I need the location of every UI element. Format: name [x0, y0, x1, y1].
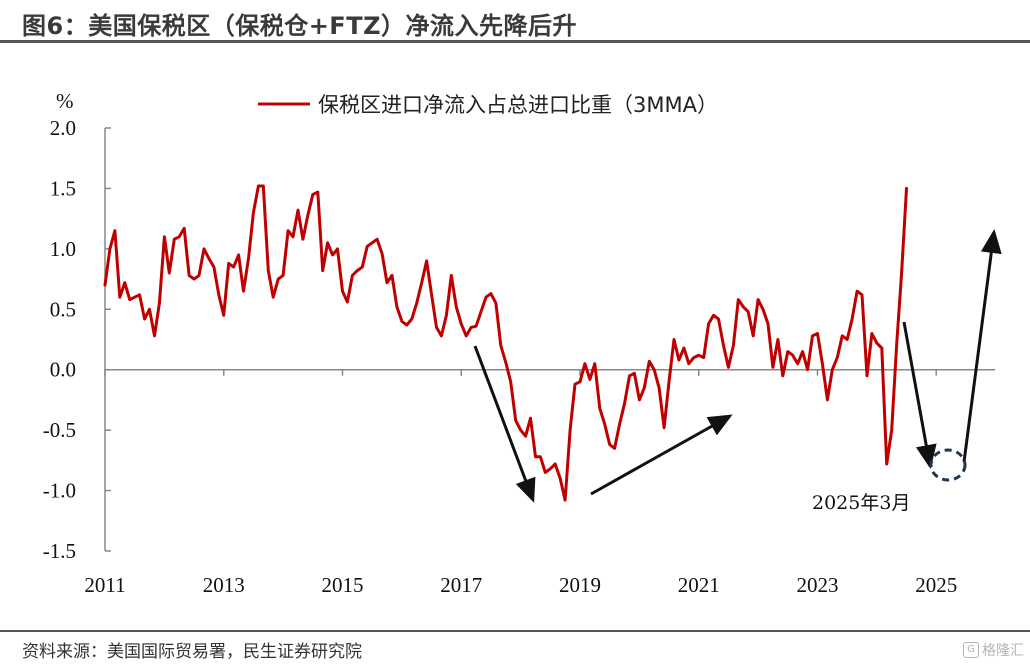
- x-tick-label: 2017: [440, 573, 482, 597]
- legend-label: 保税区进口净流入占总进口比重（3MMA）: [318, 93, 718, 117]
- y-tick-label: -1.5: [43, 539, 76, 563]
- x-tick-label: 2015: [321, 573, 363, 597]
- arrow-down-2017: [473, 345, 536, 503]
- watermark: G 格隆汇: [963, 640, 1024, 660]
- x-tick-label: 2021: [678, 573, 720, 597]
- x-tick-label: 2025: [915, 573, 957, 597]
- y-tick-label: 2.0: [50, 116, 76, 140]
- arrow-up-2019: [590, 414, 733, 496]
- watermark-logo-icon: G: [963, 642, 979, 658]
- title-divider: [0, 40, 1030, 43]
- chart-axes: [104, 128, 995, 551]
- y-axis-ticks: 2.0 1.5 1.0 0.5 0.0 -0.5 -1.0 -1.5: [43, 116, 111, 563]
- watermark-text: 格隆汇: [982, 643, 1024, 659]
- x-axis-ticks: 2011 2013 2015 2017 2019 2021 2023 2025: [84, 369, 957, 597]
- source-note: 资料来源：美国国际贸易署，民生证券研究院: [22, 642, 362, 662]
- y-tick-label: 1.5: [50, 176, 76, 200]
- legend: 保税区进口净流入占总进口比重（3MMA）: [258, 93, 718, 117]
- highlight-circle-2025-03: [929, 448, 967, 482]
- series-line-bonded-zone-net-inflow: [103, 184, 908, 502]
- chart-title: 图6：美国保税区（保税仓+FTZ）净流入先降后升: [22, 12, 577, 40]
- y-tick-label: -0.5: [43, 418, 76, 442]
- x-tick-label: 2023: [796, 573, 838, 597]
- y-axis-unit: %: [56, 89, 74, 113]
- y-tick-label: 0.5: [50, 297, 76, 321]
- y-tick-label: 0.0: [50, 358, 76, 382]
- arrow-down-2024: [902, 321, 937, 469]
- y-tick-label: 1.0: [50, 237, 76, 261]
- x-tick-label: 2013: [203, 573, 245, 597]
- footer-divider: [0, 630, 1030, 632]
- y-tick-label: -1.0: [43, 479, 76, 503]
- trend-arrows: [473, 229, 1002, 503]
- x-tick-label: 2011: [84, 573, 125, 597]
- annotation-2025-march: 2025年3月: [812, 492, 910, 514]
- arrow-up-2025: [962, 229, 1002, 463]
- x-tick-label: 2019: [559, 573, 601, 597]
